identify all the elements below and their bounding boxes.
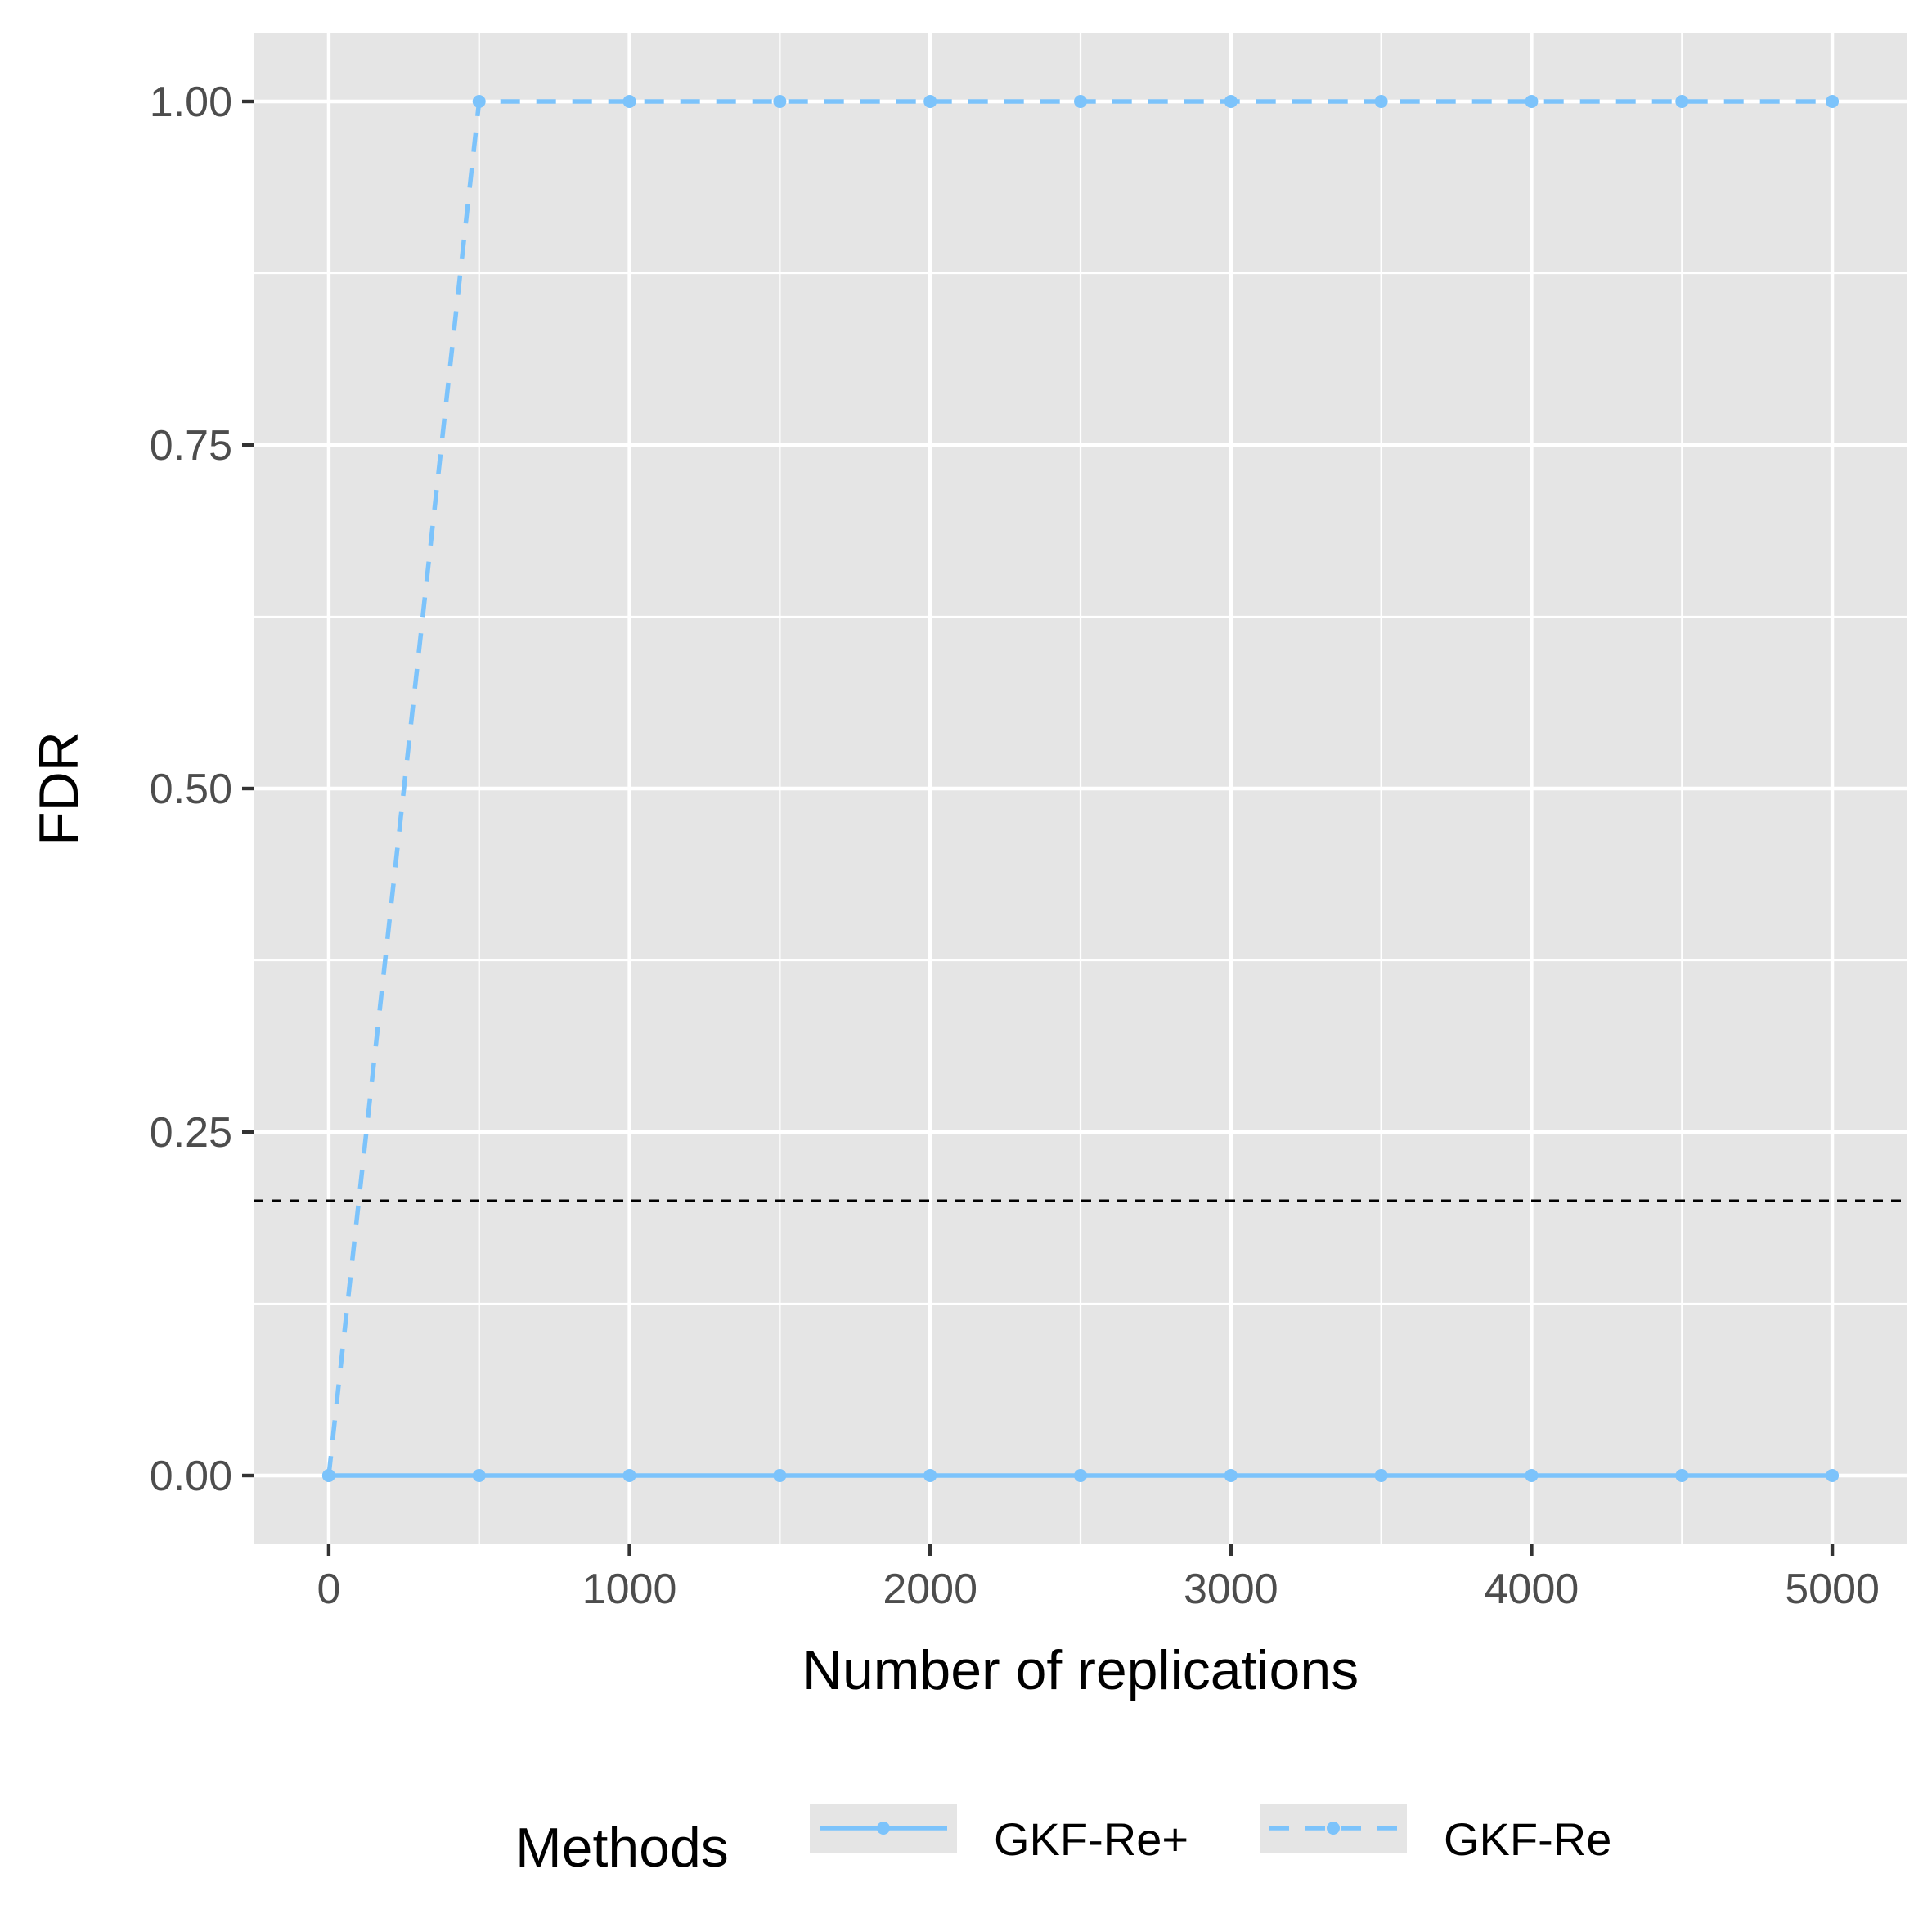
data-point [472, 95, 486, 108]
y-axis-title: FDR [28, 731, 90, 846]
x-tick-label: 4000 [1485, 1566, 1579, 1613]
legend-title: Methods [515, 1817, 729, 1879]
data-point [472, 1469, 486, 1482]
series-layer [321, 95, 1840, 1482]
data-point [1224, 95, 1238, 108]
axis-ticks [242, 99, 1835, 1556]
data-point [622, 95, 636, 108]
x-tick-label: 1000 [582, 1566, 677, 1613]
legend-keys [810, 1804, 1407, 1853]
legend-label-gkf-re-plus: GKF-Re+ [994, 1813, 1188, 1865]
data-point [1074, 1469, 1087, 1482]
x-tick-label: 5000 [1785, 1566, 1880, 1613]
legend-key-point [1327, 1822, 1340, 1835]
data-point [1675, 95, 1689, 108]
data-point [1224, 1469, 1238, 1482]
data-point [1525, 95, 1539, 108]
data-point [1826, 95, 1840, 108]
data-point [923, 95, 937, 108]
data-point [1374, 95, 1388, 108]
x-axis-title: Number of replications [802, 1639, 1359, 1701]
legend: Methods GKF-Re+ GKF-Re [515, 1804, 1611, 1879]
data-point [773, 95, 787, 108]
data-point [1525, 1469, 1539, 1482]
x-tick-label: 2000 [883, 1566, 977, 1613]
data-point [1074, 95, 1087, 108]
data-point [773, 1469, 787, 1482]
y-tick-label: 0.50 [150, 766, 232, 813]
axis-tick-labels: 0 1000 2000 3000 4000 5000 0.00 0.25 0.50 0.75 1.0… [150, 79, 1880, 1613]
y-tick-label: 1.00 [150, 79, 232, 126]
x-tick-label: 0 [317, 1566, 340, 1613]
data-point [1675, 1469, 1689, 1482]
data-point [622, 1469, 636, 1482]
data-point [1826, 1469, 1840, 1482]
data-point [1374, 1469, 1388, 1482]
y-tick-label: 0.25 [150, 1109, 232, 1157]
data-point [321, 1469, 335, 1482]
data-point [923, 1469, 937, 1482]
legend-key-point [877, 1822, 890, 1835]
y-tick-label: 0.00 [150, 1453, 232, 1500]
x-tick-label: 3000 [1184, 1566, 1278, 1613]
legend-label-gkf-re: GKF-Re [1444, 1813, 1611, 1865]
y-tick-label: 0.75 [150, 422, 232, 470]
